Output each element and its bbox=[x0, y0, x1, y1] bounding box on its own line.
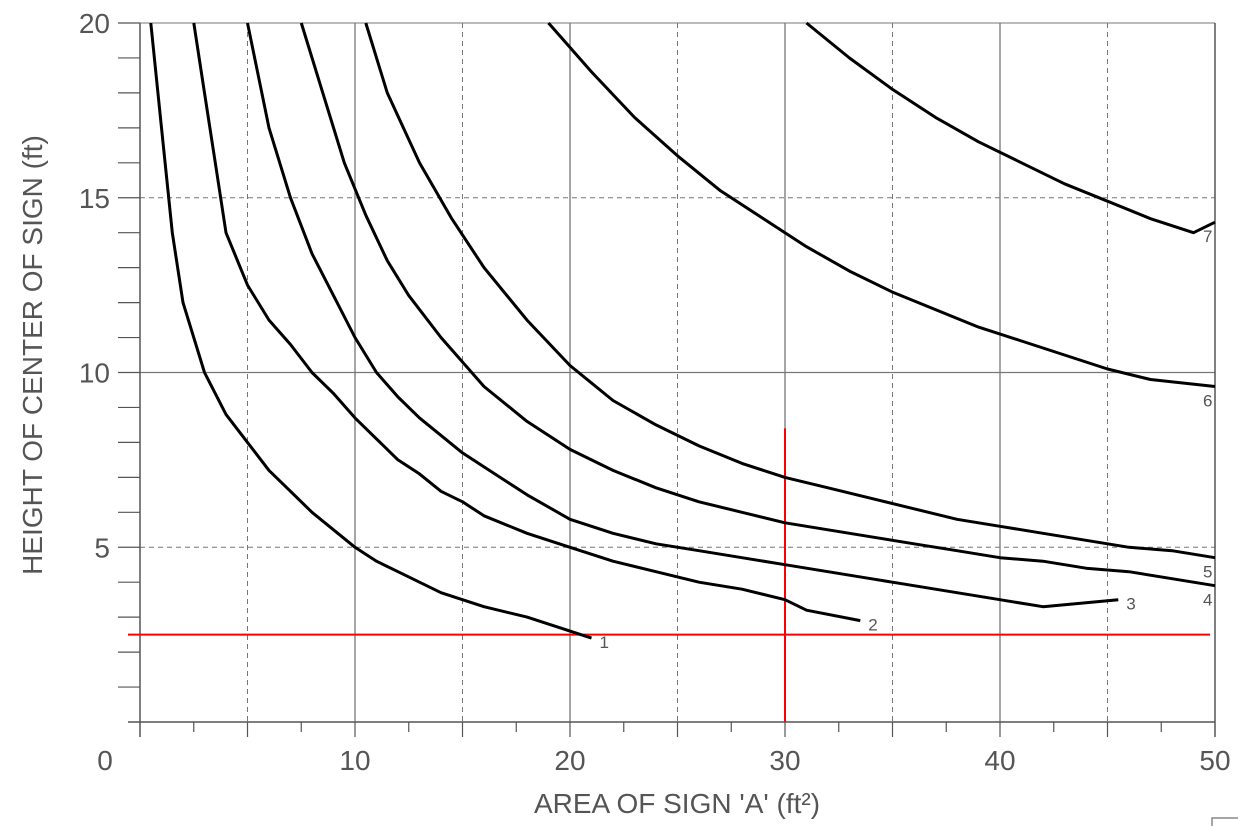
y-axis-title: HEIGHT OF CENTER OF SIGN (ft) bbox=[17, 135, 48, 575]
curve-label-6: 6 bbox=[1203, 391, 1212, 410]
axes bbox=[118, 22, 1216, 737]
x-tick-label: 10 bbox=[339, 745, 370, 776]
y-tick-label: 20 bbox=[79, 8, 110, 39]
x-tick-label: 30 bbox=[769, 745, 800, 776]
grid bbox=[140, 23, 1215, 722]
curve-label-3: 3 bbox=[1126, 595, 1135, 614]
curves: 1 2 3 4 5 6 7 bbox=[149, 21, 1216, 652]
x-tick-label: 40 bbox=[984, 745, 1015, 776]
x-tick-label: 20 bbox=[554, 745, 585, 776]
x-tick-label: 0 bbox=[97, 745, 113, 776]
curve-5 bbox=[364, 22, 1216, 560]
y-tick-label: 10 bbox=[79, 358, 110, 389]
curve-label-5: 5 bbox=[1203, 563, 1212, 582]
curve-7 bbox=[805, 21, 1216, 235]
curve-label-7: 7 bbox=[1203, 227, 1212, 246]
curve-label-2: 2 bbox=[868, 616, 877, 635]
x-tick-label: 50 bbox=[1199, 745, 1230, 776]
curve-3 bbox=[246, 22, 1119, 609]
curve-1 bbox=[149, 22, 592, 640]
y-tick-label: 5 bbox=[94, 532, 110, 563]
x-axis-title: AREA OF SIGN 'A' (ft²) bbox=[534, 788, 820, 819]
curve-label-1: 1 bbox=[600, 633, 609, 652]
curve-2 bbox=[192, 22, 861, 623]
curve-4 bbox=[299, 22, 1216, 588]
corner-mark bbox=[1211, 817, 1238, 826]
curve-6 bbox=[547, 22, 1216, 388]
curve-label-4: 4 bbox=[1203, 591, 1212, 610]
y-tick-label: 15 bbox=[79, 183, 110, 214]
